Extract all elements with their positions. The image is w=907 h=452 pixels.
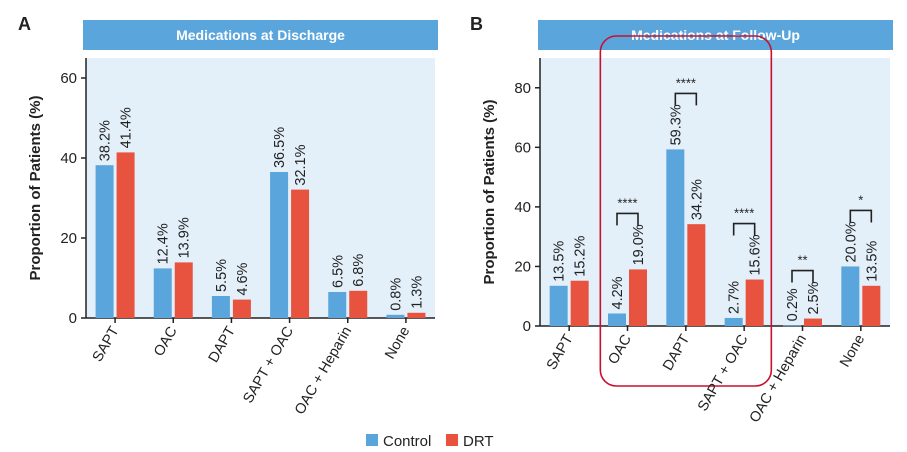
x-tick-label-none: None xyxy=(837,332,868,370)
x-tick-label-dapt: DAPT xyxy=(660,332,693,374)
plot-area xyxy=(540,58,890,326)
significance-stars: **** xyxy=(617,195,637,210)
chart-title-bar xyxy=(538,20,893,50)
x-tick-label-dapt: DAPT xyxy=(206,324,239,366)
bar-control-sapt xyxy=(95,165,114,318)
data-label-drt-sapt-oac: 32.1% xyxy=(293,144,309,185)
bar-drt-dapt xyxy=(687,224,706,326)
panel-a: A Medications at Discharge 0 20 40 60 Proporti… xyxy=(18,14,438,418)
x-tick-label-sapt-oac: SAPT + OAC xyxy=(240,324,297,406)
significance-bracket xyxy=(849,209,873,223)
y-tick-label: 0 xyxy=(523,318,531,335)
data-label-drt-dapt: 4.6% xyxy=(235,262,251,295)
data-label-drt-oac-heparin: 6.8% xyxy=(351,254,367,287)
chart-title: Medications at Follow-Up xyxy=(631,27,800,43)
significance-bracket xyxy=(616,212,639,226)
x-tick-label-oac-heparin: OAC + Heparin xyxy=(292,324,355,418)
bar-drt-dapt xyxy=(232,299,251,318)
bar-control-dapt xyxy=(211,296,230,318)
data-label-control-sapt-oac: 36.5% xyxy=(272,127,288,168)
bar-drt-oac-heparin xyxy=(349,290,368,318)
data-label-control-dapt: 59.3% xyxy=(668,104,684,145)
data-label-control-oac: 12.4% xyxy=(156,223,172,264)
significance-bracket xyxy=(674,92,698,106)
legend-label-control: Control xyxy=(383,433,431,450)
bar-control-oac-heparin xyxy=(328,292,347,318)
bar-drt-none xyxy=(407,312,426,318)
x-tick-label-sapt: SAPT xyxy=(544,332,577,373)
significance-stars: * xyxy=(858,192,863,207)
x-tick-label-sapt: SAPT xyxy=(90,324,123,365)
significance-bracket xyxy=(791,269,814,283)
legend-swatch-control xyxy=(366,434,378,446)
plot-area xyxy=(86,58,435,318)
legend-swatch-drt xyxy=(446,434,458,446)
y-axis-label: Proportion of Patients (%) xyxy=(481,100,498,285)
panel-letter: B xyxy=(470,14,483,34)
bar-control-none xyxy=(386,314,405,318)
significance-stars: **** xyxy=(676,75,696,90)
x-tick-label-none: None xyxy=(382,324,413,362)
data-label-drt-sapt-oac: 15.6% xyxy=(748,234,764,275)
x-tick-label-oac: OAC xyxy=(605,332,635,367)
bar-drt-oac-heparin xyxy=(804,318,822,326)
bar-drt-sapt xyxy=(570,280,589,326)
significance-bracket xyxy=(732,222,756,236)
panel-b: B Medications at Follow-Up 0 20 40 60 80 Propor… xyxy=(470,14,893,426)
bar-drt-sapt xyxy=(116,152,135,318)
data-label-control-sapt: 13.5% xyxy=(552,241,568,282)
data-label-control-sapt-oac: 2.7% xyxy=(727,281,743,314)
data-label-control-oac-heparin: 6.5% xyxy=(330,255,346,288)
bar-drt-none xyxy=(862,285,881,326)
data-label-control-oac: 4.2% xyxy=(610,276,626,309)
data-label-control-sapt: 38.2% xyxy=(98,120,114,161)
bar-control-sapt-oac xyxy=(270,172,289,318)
chart-title-bar xyxy=(83,20,438,50)
highlight-box xyxy=(599,35,773,387)
y-tick-label: 20 xyxy=(514,258,531,275)
bar-control-oac xyxy=(608,313,626,326)
y-tick-label: 80 xyxy=(514,80,531,97)
bar-control-dapt xyxy=(666,149,685,326)
legend-label-drt: DRT xyxy=(463,433,494,450)
data-label-drt-sapt: 41.4% xyxy=(119,107,135,148)
chart-title: Medications at Discharge xyxy=(176,27,345,43)
bar-drt-oac xyxy=(629,269,647,326)
y-tick-label: 60 xyxy=(60,70,77,87)
y-tick-label: 60 xyxy=(514,139,531,156)
data-label-drt-sapt: 15.2% xyxy=(573,236,589,277)
x-tick-label-sapt-oac: SAPT + OAC xyxy=(695,332,752,414)
bar-control-sapt xyxy=(549,285,568,326)
y-tick-label: 0 xyxy=(69,310,77,327)
bar-drt-sapt-oac xyxy=(291,189,310,318)
x-tick-label-oac-heparin: OAC + Heparin xyxy=(747,332,810,426)
bar-control-none xyxy=(841,266,860,326)
bar-control-oac-heparin xyxy=(783,325,801,327)
significance-stars: ** xyxy=(797,253,807,268)
legend: Control DRT xyxy=(366,433,494,450)
y-tick-label: 40 xyxy=(60,150,77,167)
data-label-control-none: 20.0% xyxy=(843,221,859,262)
y-tick-label: 20 xyxy=(60,230,77,247)
panel-letter: A xyxy=(18,14,31,34)
bar-control-oac xyxy=(153,268,172,318)
y-axis-label: Proportion of Patients (%) xyxy=(27,96,44,281)
data-label-drt-oac: 19.0% xyxy=(631,224,647,265)
data-label-drt-oac: 13.9% xyxy=(177,217,193,258)
data-label-control-dapt: 5.5% xyxy=(214,259,230,292)
data-label-drt-oac-heparin: 2.5% xyxy=(806,281,822,314)
data-label-drt-none: 13.5% xyxy=(864,241,880,282)
bar-control-sapt-oac xyxy=(724,317,743,326)
y-tick-label: 40 xyxy=(514,199,531,216)
significance-stars: **** xyxy=(734,206,754,221)
data-label-drt-none: 1.3% xyxy=(409,276,425,309)
bar-drt-sapt-oac xyxy=(745,279,764,326)
data-label-control-oac-heparin: 0.2% xyxy=(785,288,801,321)
data-label-drt-dapt: 34.2% xyxy=(689,179,705,220)
bar-drt-oac xyxy=(174,262,193,318)
x-tick-label-oac: OAC xyxy=(151,324,181,359)
data-label-control-none: 0.8% xyxy=(388,278,404,311)
